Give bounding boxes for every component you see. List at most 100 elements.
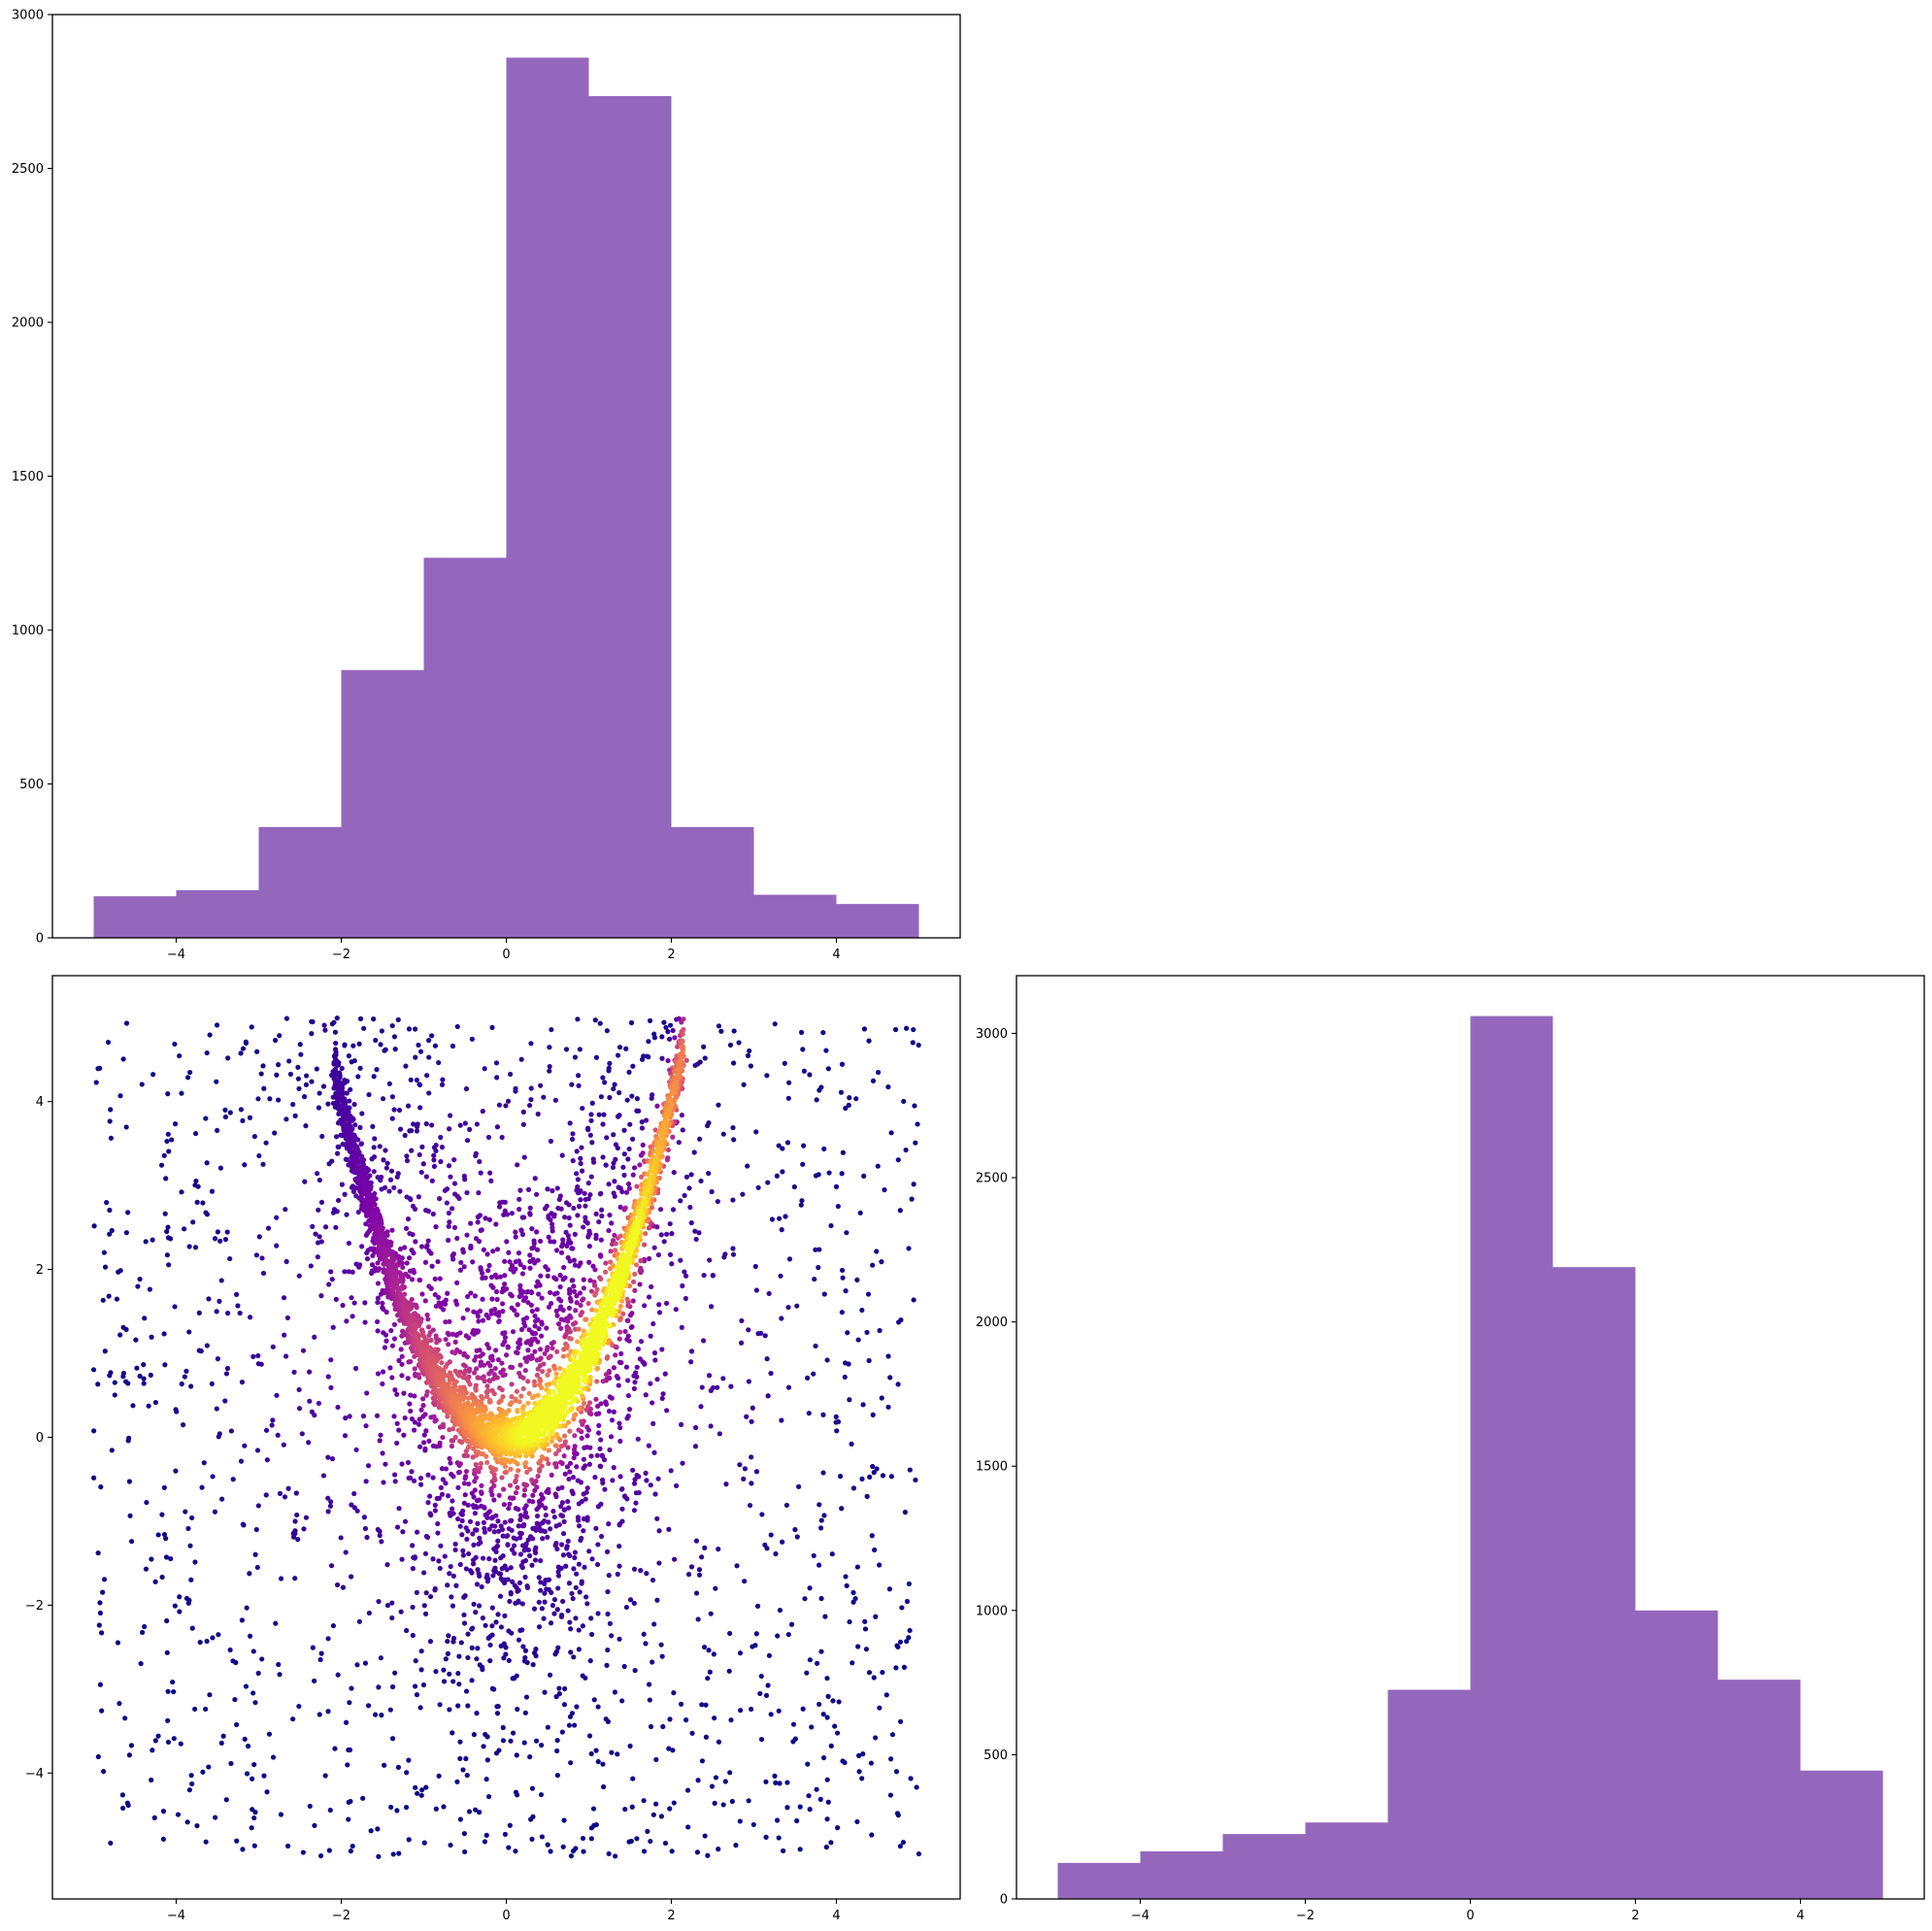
bl-point: [623, 1364, 630, 1370]
bl-point: [430, 1556, 436, 1562]
bl-point: [329, 1456, 336, 1462]
bl-point: [344, 1318, 350, 1324]
bl-point: [630, 1172, 636, 1178]
bl-point: [283, 1116, 289, 1122]
bl-point: [588, 1288, 594, 1294]
bl-point: [646, 1225, 652, 1231]
bl-point: [514, 1673, 519, 1679]
bl-point: [624, 1415, 630, 1421]
bl-point: [656, 1560, 662, 1566]
bl-point: [492, 1557, 498, 1563]
bl-point: [618, 1350, 624, 1356]
bl-point: [499, 1134, 505, 1141]
tl-ytick-label-5: 2500: [12, 162, 44, 177]
bl-point: [466, 1550, 472, 1557]
bl-point: [804, 1670, 810, 1676]
bl-point: [172, 1603, 178, 1609]
bl-point: [575, 1073, 582, 1079]
bl-point: [856, 1769, 862, 1775]
bl-point: [410, 1566, 416, 1572]
bl-point: [628, 1324, 634, 1330]
bl-point: [375, 1318, 381, 1325]
bl-point: [699, 1554, 705, 1560]
bl-point: [670, 1134, 676, 1140]
bl-point: [640, 1150, 646, 1156]
bl-point: [168, 1236, 174, 1242]
bl-point: [637, 1282, 643, 1287]
bl-point: [619, 1506, 625, 1512]
bl-point: [251, 1814, 257, 1821]
bl-point: [867, 1474, 873, 1480]
bl-point: [873, 1735, 879, 1741]
bl-point: [565, 1551, 572, 1557]
bl-point: [494, 1247, 501, 1252]
bl-point: [836, 1699, 842, 1705]
bl-point: [451, 1224, 458, 1231]
bl-point: [913, 1140, 918, 1146]
bl-point: [606, 1368, 613, 1374]
bl-point: [286, 1058, 292, 1064]
bl-point: [716, 1102, 721, 1108]
bl-point: [729, 1798, 735, 1805]
tl-bar-3: [341, 670, 424, 938]
bl-point: [429, 1178, 435, 1183]
bl-point: [329, 1021, 335, 1027]
bl-point: [407, 1268, 414, 1274]
bl-point: [397, 1188, 403, 1194]
bl-point: [564, 1544, 570, 1549]
bl-point: [609, 1749, 615, 1755]
bl-point: [513, 1478, 518, 1483]
bl-point: [141, 1381, 147, 1386]
bl-point: [833, 1414, 839, 1419]
bl-point: [897, 1639, 904, 1645]
bl-point: [671, 1800, 677, 1806]
bl-point: [376, 1598, 382, 1605]
bl-point: [519, 1231, 526, 1238]
bl-point: [853, 1096, 859, 1102]
bl-point: [427, 1639, 434, 1645]
bl-point: [346, 1240, 352, 1247]
bl-point: [244, 1771, 250, 1777]
bl-point: [192, 1706, 198, 1713]
bl-point: [300, 1849, 306, 1855]
bl-point: [450, 1635, 457, 1642]
bl-point: [912, 1103, 917, 1109]
bl-point: [463, 1755, 469, 1762]
bl-point: [480, 1555, 486, 1561]
bl-point: [117, 1332, 123, 1338]
bl-point: [576, 1326, 582, 1332]
bl-point: [562, 1215, 568, 1220]
bl-point: [593, 1054, 600, 1060]
bl-point: [452, 1339, 458, 1345]
bl-point: [487, 1642, 493, 1648]
bl-point: [598, 1437, 604, 1443]
bl-point: [544, 1586, 550, 1592]
bl-point: [654, 1515, 660, 1521]
bl-point: [874, 1248, 880, 1254]
bl-point: [240, 1117, 246, 1123]
bl-point: [870, 1463, 876, 1470]
bl-point: [126, 1479, 132, 1484]
bl-point: [611, 1085, 616, 1092]
bl-point: [325, 1101, 331, 1107]
bl-point: [548, 1848, 553, 1854]
bl-point: [888, 1474, 894, 1480]
bl-point: [635, 1346, 641, 1352]
bl-point: [536, 1575, 542, 1581]
bl-point: [403, 1804, 410, 1811]
bl-point: [586, 1461, 592, 1467]
bl-point: [540, 1369, 546, 1375]
bl-point: [592, 1267, 598, 1273]
bl-point: [375, 1260, 381, 1266]
bl-point: [542, 1590, 548, 1596]
bl-point: [581, 1491, 586, 1497]
tl-bar-4: [423, 557, 507, 938]
bl-point: [365, 1463, 372, 1469]
bl-point: [164, 1649, 170, 1655]
bl-point: [244, 1605, 250, 1611]
bl-point: [422, 1412, 428, 1417]
bl-point: [465, 1654, 471, 1661]
bl-point: [457, 1816, 463, 1822]
bl-point: [629, 1136, 636, 1142]
bl-point: [587, 1278, 593, 1283]
